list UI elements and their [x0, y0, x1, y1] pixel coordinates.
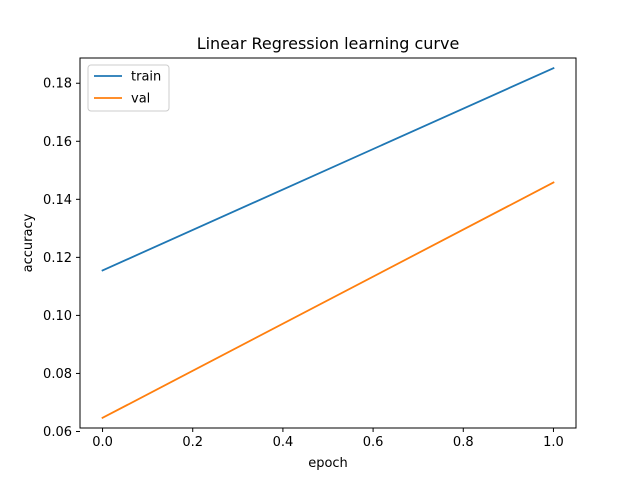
- y-tick-label: 0.16: [43, 135, 72, 150]
- legend-label-train: train: [131, 70, 161, 85]
- plot-frame: [79, 57, 577, 429]
- series-line-val: [101, 181, 555, 420]
- x-axis-label: epoch: [308, 456, 348, 471]
- x-tick-label: 0.8: [453, 435, 474, 450]
- series-line-train: [101, 66, 555, 272]
- x-tick-label: 0.0: [92, 435, 113, 450]
- y-tick-label: 0.12: [43, 251, 72, 266]
- y-tick-label: 0.06: [43, 425, 72, 440]
- y-tick-label: 0.10: [43, 309, 72, 324]
- y-tick-label: 0.08: [43, 367, 72, 382]
- x-tick-label: 0.6: [363, 435, 384, 450]
- y-tick-label: 0.18: [43, 77, 72, 92]
- x-tick-label: 0.2: [182, 435, 203, 450]
- x-tick-label: 1.0: [543, 435, 564, 450]
- legend: train val: [87, 64, 170, 112]
- y-tick-label: 0.14: [43, 193, 72, 208]
- legend-label-val: val: [131, 92, 150, 107]
- chart-title: Linear Regression learning curve: [197, 34, 460, 53]
- x-tick-label: 0.4: [273, 435, 294, 450]
- y-axis-label: accuracy: [21, 213, 36, 272]
